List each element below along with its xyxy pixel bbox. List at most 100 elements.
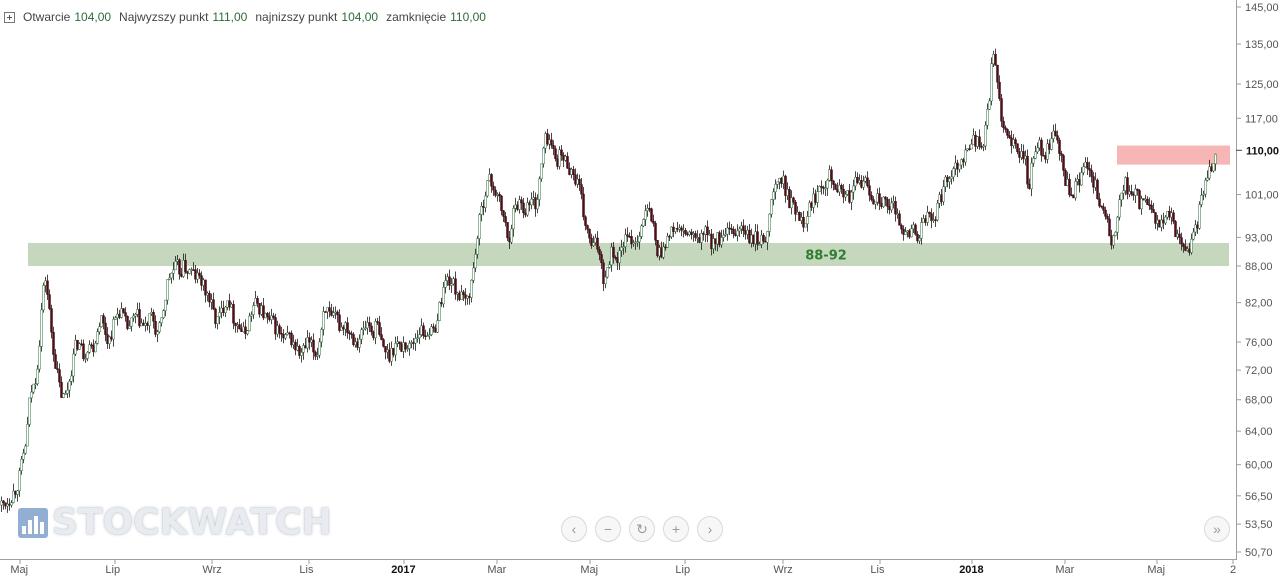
candle-up: [254, 298, 257, 306]
candle-up: [206, 293, 209, 296]
candle-up: [62, 393, 65, 398]
candle-up: [910, 228, 913, 238]
candle-up: [66, 389, 69, 394]
candle-up: [196, 272, 199, 280]
candle-down: [602, 262, 605, 284]
candle-down: [756, 231, 759, 245]
candle-up: [970, 143, 973, 150]
candle-down: [792, 197, 795, 203]
candle-up: [920, 222, 923, 239]
scroll-left-button[interactable]: ‹: [561, 516, 587, 542]
candle-down: [810, 202, 813, 208]
candle-down: [1068, 178, 1071, 196]
candle-down: [560, 149, 563, 156]
candle-up: [316, 354, 319, 357]
candle-up: [42, 285, 45, 311]
candle-up: [532, 197, 535, 200]
candle-down: [694, 233, 697, 238]
candle-down: [880, 203, 883, 207]
candle-up: [926, 211, 929, 223]
candle-down: [124, 312, 127, 317]
reset-button[interactable]: ↻: [629, 516, 655, 542]
candle-up: [632, 242, 635, 245]
candle-down: [626, 234, 629, 237]
go-to-latest-button[interactable]: »: [1204, 516, 1230, 542]
candle-up: [818, 186, 821, 193]
candle-down: [228, 300, 231, 308]
candle-up: [248, 315, 251, 332]
candle-down: [432, 326, 435, 329]
candle-down: [654, 223, 657, 241]
candle-down: [400, 343, 403, 352]
candle-down: [1102, 206, 1105, 211]
candle-down: [1040, 139, 1043, 156]
candle-up: [430, 326, 433, 335]
candle-up: [114, 317, 117, 320]
candle-up: [364, 327, 367, 330]
candle-down: [940, 194, 943, 202]
candle-up: [678, 227, 681, 230]
candle-up: [34, 383, 37, 385]
candle-down: [1062, 155, 1065, 171]
candle-up: [10, 502, 13, 506]
candle-up: [876, 193, 879, 203]
candle-up: [1046, 143, 1049, 160]
candle-up: [982, 145, 985, 148]
candle-up: [576, 178, 579, 185]
candle-up: [644, 210, 647, 220]
candle-down: [582, 193, 585, 218]
candle-down: [978, 136, 981, 147]
candle-up: [854, 177, 857, 187]
candle-up: [322, 311, 325, 330]
zoom-out-button[interactable]: −: [595, 516, 621, 542]
candle-down: [1092, 176, 1095, 188]
candle-down: [200, 275, 203, 286]
zoom-in-button[interactable]: +: [663, 516, 689, 542]
candle-down: [924, 218, 927, 223]
candle-up: [804, 223, 807, 228]
candle-up: [94, 343, 97, 353]
candle-down: [278, 325, 281, 334]
chevron-left-icon: ‹: [571, 521, 577, 537]
scroll-right-button[interactable]: ›: [697, 516, 723, 542]
candle-down: [178, 259, 181, 275]
candle-up: [264, 313, 267, 319]
candle-down: [648, 208, 651, 210]
support-zone-label: 88-92: [805, 248, 847, 263]
candle-up: [976, 136, 979, 147]
candle-down: [848, 190, 851, 203]
candle-up: [396, 341, 399, 344]
candle-down: [1130, 191, 1133, 195]
y-tick-label: 88,00: [1245, 261, 1273, 273]
candle-down: [288, 332, 291, 335]
candle-up: [1066, 178, 1069, 186]
candle-up: [166, 279, 169, 301]
candle-down: [212, 299, 215, 310]
candle-up: [892, 201, 895, 204]
candle-up: [958, 164, 961, 170]
expand-icon[interactable]: [4, 11, 15, 23]
candle-up: [624, 234, 627, 247]
candle-up: [130, 317, 133, 327]
candle-up: [906, 230, 909, 233]
y-axis-ticks: 145,00 135,00 125,00 117,00 101,00 93,00 88,00…: [1236, 2, 1279, 559]
candle-up: [514, 204, 517, 209]
candle-up: [896, 213, 899, 216]
stockwatch-logo-icon: [18, 507, 48, 538]
candle-down: [238, 324, 241, 330]
candle-down: [856, 177, 859, 184]
candle-up: [456, 292, 459, 295]
candle-down: [668, 235, 671, 238]
candle-down: [702, 233, 705, 235]
candle-up: [246, 330, 249, 335]
candle-down: [1136, 188, 1139, 191]
candle-down: [956, 162, 959, 170]
candle-down: [732, 229, 735, 235]
candle-up: [610, 246, 613, 266]
candle-down: [1018, 151, 1021, 158]
candle-up: [844, 194, 847, 198]
candle-up: [604, 276, 607, 284]
candle-up: [712, 238, 715, 250]
candle-up: [838, 185, 841, 193]
